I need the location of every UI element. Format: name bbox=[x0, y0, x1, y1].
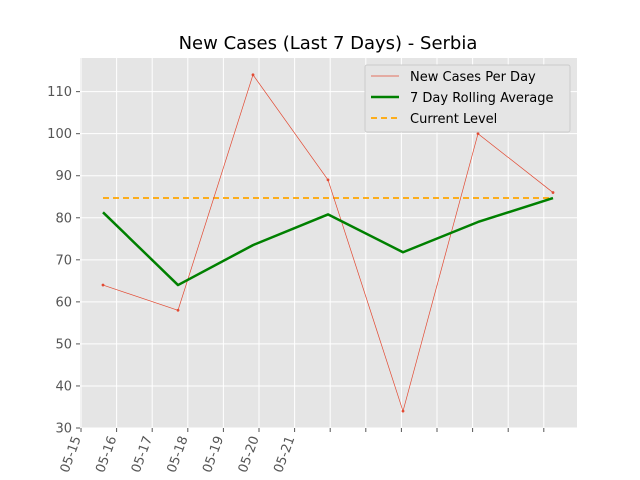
y-tick-label: 100 bbox=[47, 127, 72, 142]
legend-label-current-level: Current Level bbox=[410, 112, 497, 127]
series-new-cases-point bbox=[476, 132, 480, 136]
grid-lines bbox=[80, 58, 577, 429]
series-layer bbox=[101, 73, 555, 413]
series-rolling-average-line bbox=[102, 196, 554, 287]
y-tick-label: 70 bbox=[55, 253, 72, 268]
series-new-cases-point bbox=[326, 178, 330, 182]
y-tick-label: 40 bbox=[55, 379, 72, 394]
y-tick-label: 80 bbox=[55, 211, 72, 226]
y-tick-label: 60 bbox=[55, 295, 72, 310]
legend-label-new-cases: New Cases Per Day bbox=[410, 70, 536, 85]
series-new-cases-point bbox=[101, 283, 105, 287]
legend-label-rolling-average: 7 Day Rolling Average bbox=[410, 91, 553, 106]
y-tick-label: 50 bbox=[55, 337, 72, 352]
y-tick-label: 90 bbox=[55, 169, 72, 184]
y-tick-label: 110 bbox=[47, 85, 72, 100]
series-new-cases-point bbox=[401, 409, 405, 413]
series-new-cases-point bbox=[176, 308, 180, 312]
series-new-cases-point bbox=[551, 191, 555, 194]
legend: New Cases Per Day 7 Day Rolling Average … bbox=[364, 64, 571, 133]
legend-box bbox=[364, 64, 571, 133]
chart-title: New Cases (Last 7 Days) - Serbia bbox=[179, 33, 478, 54]
series-new-cases-point bbox=[251, 73, 255, 77]
y-tick-label: 30 bbox=[55, 422, 72, 437]
